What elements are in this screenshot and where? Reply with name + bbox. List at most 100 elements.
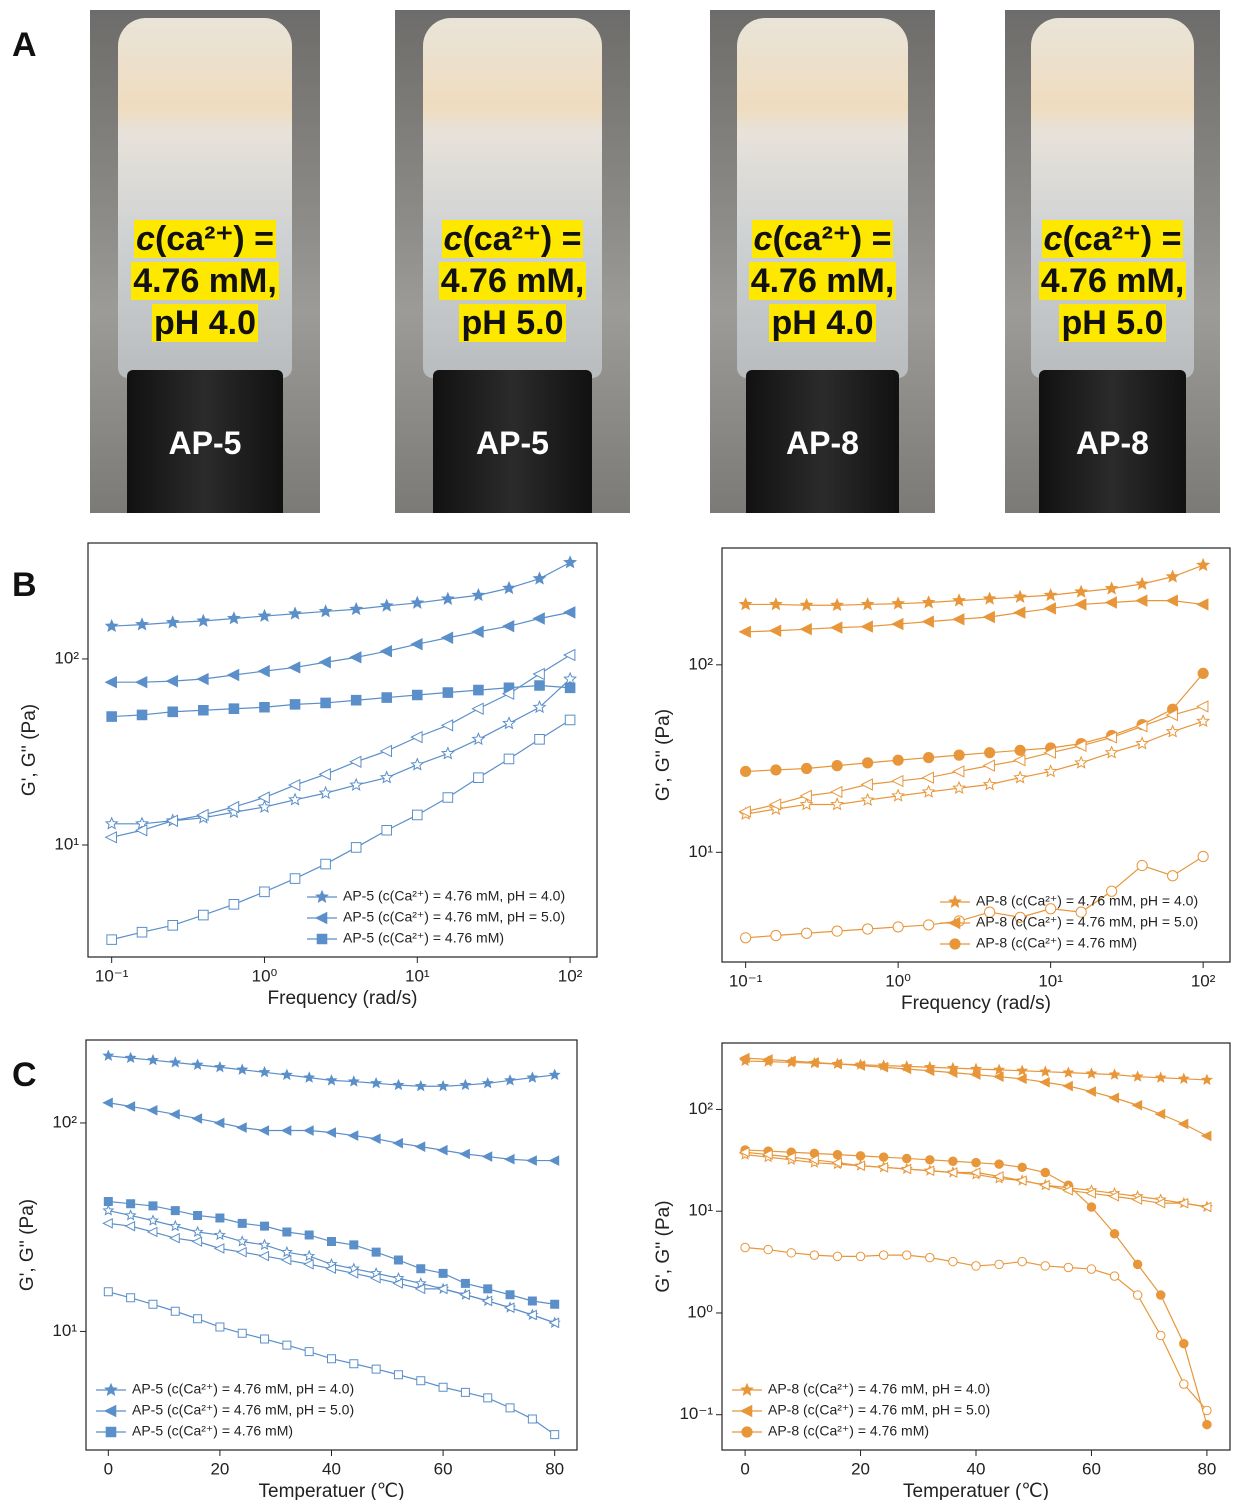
x-tick-label: 10⁻¹: [95, 966, 129, 985]
series: [102, 1097, 560, 1166]
vial-cap: [432, 370, 593, 513]
data-point: [481, 1295, 493, 1307]
data-point: [808, 1057, 819, 1068]
label-line-text: c(ca²⁺) =: [1041, 220, 1184, 258]
data-point: [503, 753, 515, 765]
data-point: [1196, 700, 1209, 713]
label-text: pH 4.0: [151, 304, 259, 342]
data-point: [762, 1149, 773, 1160]
data-point: [410, 730, 423, 744]
data-point: [1177, 1197, 1189, 1209]
data-point: [304, 1230, 314, 1240]
vial-cap: [746, 370, 899, 513]
data-point: [392, 1278, 403, 1289]
legend-label: AP-5 (c(Ca²⁺) = 4.76 mM, pH = 4.0): [343, 888, 565, 904]
x-axis-label: Frequency (rad/s): [268, 988, 418, 1009]
data-point: [923, 1065, 935, 1077]
data-point: [169, 1232, 180, 1244]
data-point: [1063, 1262, 1074, 1273]
data-point: [393, 1370, 403, 1380]
data-point: [1062, 1066, 1075, 1078]
data-point: [1135, 594, 1148, 607]
data-point: [855, 1251, 866, 1262]
data-point: [1131, 1099, 1143, 1111]
vial-cap: [1039, 370, 1186, 513]
data-point: [371, 1247, 381, 1257]
data-point: [471, 625, 484, 638]
data-point: [1017, 1162, 1027, 1173]
data-point: [287, 661, 301, 674]
data-point: [1136, 860, 1148, 872]
data-point: [831, 1058, 842, 1070]
data-point: [1016, 1064, 1029, 1076]
data-point: [1108, 1092, 1120, 1104]
data-point: [1197, 667, 1209, 679]
condition-label: c(ca²⁺) = 4.76 mM, pH 4.0: [90, 218, 320, 344]
data-point: [994, 1159, 1004, 1169]
data-point: [124, 1220, 136, 1232]
data-point: [952, 765, 965, 778]
x-tick-label: 10²: [558, 966, 583, 985]
y-tick-label: 10¹: [688, 1201, 713, 1220]
data-point: [198, 909, 209, 921]
label-line-text: c(ca²⁺) =: [751, 220, 894, 258]
data-point: [169, 1219, 182, 1232]
x-axis-label: Frequency (rad/s): [901, 993, 1051, 1014]
data-point: [799, 622, 812, 636]
data-point: [411, 689, 423, 701]
data-point: [257, 608, 272, 622]
data-point: [1017, 1256, 1027, 1267]
legend-label: AP-5 (c(Ca²⁺) = 4.76 mM): [343, 930, 504, 946]
data-point: [414, 1283, 426, 1295]
data-point: [483, 1284, 493, 1294]
data-point: [1131, 1070, 1144, 1082]
legend-marker: [741, 1426, 753, 1438]
data-point: [829, 785, 843, 799]
data-point: [1043, 587, 1058, 602]
series-line: [111, 684, 571, 718]
x-tick-label: 10⁻¹: [729, 971, 763, 990]
data-point: [891, 788, 906, 802]
data-point: [548, 1068, 561, 1081]
data-point: [548, 1317, 560, 1329]
data-point: [473, 684, 484, 696]
data-point: [124, 1209, 137, 1221]
data-point: [104, 675, 117, 689]
data-point: [738, 625, 751, 639]
data-point: [459, 1289, 470, 1301]
label-text: (ca²⁺) =: [462, 220, 582, 258]
photo: c(ca²⁺) = 4.76 mM, pH 5.0 AP-5: [395, 10, 630, 513]
data-point: [167, 706, 179, 718]
data-point: [532, 700, 547, 714]
data-point: [258, 1250, 270, 1262]
series-line: [745, 705, 1204, 813]
photo: c(ca²⁺) = 4.76 mM, pH 4.0 AP-5: [90, 10, 320, 513]
legend-label: AP-8 (c(Ca²⁺) = 4.76 mM, pH = 5.0): [768, 1402, 990, 1418]
data-point: [1104, 596, 1117, 609]
label-line: c(ca²⁺) =: [1005, 218, 1220, 260]
data-point: [982, 759, 995, 772]
data-point: [191, 1113, 203, 1124]
data-point: [1040, 1167, 1051, 1178]
data-point: [226, 800, 240, 814]
x-tick-label: 80: [1197, 1459, 1216, 1478]
y-axis-label: G', G'' (Pa): [653, 1200, 674, 1292]
condition-label: c(ca²⁺) = 4.76 mM, pH 5.0: [1005, 218, 1220, 344]
data-point: [740, 932, 752, 944]
data-point: [1154, 1197, 1166, 1209]
data-point: [526, 1071, 539, 1083]
data-point: [952, 613, 965, 626]
data-point: [136, 926, 148, 938]
series-line: [745, 720, 1204, 815]
data-point: [1200, 1201, 1212, 1213]
label-text: pH 5.0: [1059, 304, 1166, 342]
data-point: [799, 789, 812, 803]
data-point: [471, 702, 484, 715]
data-point: [901, 1153, 912, 1164]
y-tick-label: 10⁰: [687, 1302, 713, 1321]
data-point: [563, 671, 578, 685]
data-point: [146, 1214, 159, 1226]
data-point: [1200, 1130, 1212, 1142]
data-point: [923, 1165, 935, 1177]
data-point: [1039, 1065, 1052, 1077]
